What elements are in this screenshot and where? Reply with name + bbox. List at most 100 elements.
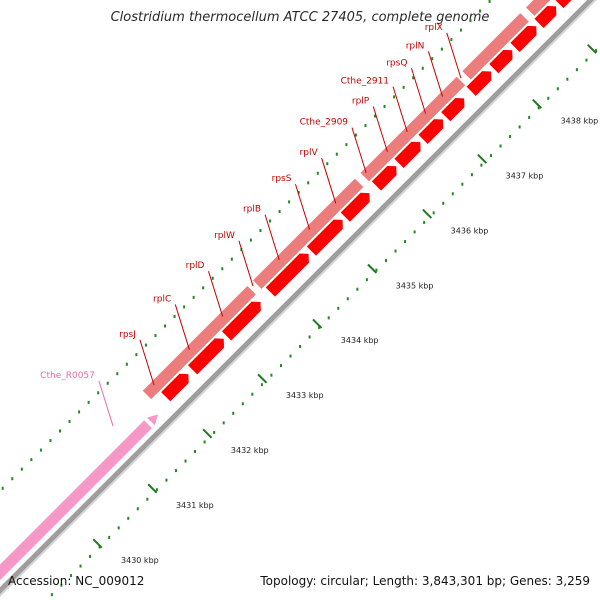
cds-feature-arrow[interactable] (306, 219, 343, 256)
scale-tick-label: 3434 kbp (341, 336, 379, 345)
feature-label[interactable]: rplN (406, 41, 425, 51)
scale-tick (312, 318, 323, 329)
cds-highlight-band (142, 286, 256, 400)
cds-feature-arrow[interactable] (265, 253, 309, 297)
cds-feature-arrow[interactable] (418, 119, 444, 144)
density-dot (127, 516, 130, 520)
density-dot (222, 421, 225, 425)
density-dot (11, 477, 14, 481)
scale-tick-label: 3435 kbp (396, 281, 434, 290)
density-dot (383, 104, 386, 108)
density-dot (154, 334, 157, 338)
density-dot (173, 314, 176, 318)
density-dot (412, 76, 415, 80)
feature-leader-line (321, 157, 337, 204)
feature-label[interactable]: rplD (186, 261, 205, 271)
density-dot (375, 268, 378, 272)
density-dot (39, 448, 42, 452)
cds-feature-arrow[interactable] (161, 373, 189, 402)
density-dot (394, 249, 397, 253)
cds-feature-arrow[interactable] (534, 6, 557, 28)
feature-label[interactable]: rpsQ (386, 58, 407, 68)
density-dot (374, 114, 377, 118)
density-dot (221, 267, 224, 271)
density-dot (469, 19, 472, 23)
feature-leader-line (139, 339, 155, 386)
density-dot (488, 0, 491, 3)
density-dot (518, 125, 521, 129)
density-dot (30, 458, 33, 462)
cds-feature-arrow[interactable] (371, 165, 397, 191)
density-dot (537, 106, 540, 110)
density-dot (279, 364, 282, 368)
scale-tick-label: 3433 kbp (286, 391, 324, 400)
scale-tick (422, 208, 433, 219)
density-dot (108, 535, 111, 539)
feature-label[interactable]: Cthe_2911 (341, 77, 389, 87)
cds-highlight-band (525, 0, 551, 16)
density-dot (98, 545, 101, 549)
feature-leader-line (238, 240, 254, 287)
feature-label[interactable]: rplC (153, 294, 171, 304)
feature-label[interactable]: rplB (243, 205, 261, 215)
accession-text: Accession: NC_009012 (8, 574, 145, 588)
density-dot (203, 440, 206, 444)
feature-label[interactable]: rpsS (272, 174, 292, 184)
feature-label[interactable]: rpsJ (119, 330, 136, 340)
feature-label[interactable]: Cthe_R0057 (40, 371, 95, 381)
density-dot (345, 143, 348, 147)
feature-leader-line (208, 271, 224, 317)
density-dot (117, 526, 120, 530)
feature-leader-line (294, 184, 311, 230)
density-dot (20, 467, 23, 471)
cds-feature-arrow[interactable] (466, 71, 492, 96)
density-dot (393, 95, 396, 99)
feature-label[interactable]: rplP (352, 96, 370, 106)
density-dot (566, 77, 569, 81)
feature-label[interactable]: rplX (425, 23, 443, 33)
cds-feature-arrow[interactable] (340, 192, 370, 222)
scale-tick-label: 3432 kbp (231, 446, 269, 455)
scale-tick-label: 3438 kbp (561, 116, 599, 125)
cds-feature-arrow[interactable] (489, 49, 513, 74)
density-dot (97, 391, 100, 395)
density-dot (174, 469, 177, 473)
rna-feature-arrow[interactable] (0, 420, 152, 600)
feature-label[interactable]: Cthe_2909 (300, 118, 349, 128)
density-dot (431, 57, 434, 61)
density-dot (68, 419, 71, 423)
density-dot (211, 276, 214, 280)
density-dot (165, 478, 168, 482)
scale-tick (257, 373, 268, 384)
cds-feature-arrow[interactable] (441, 97, 465, 122)
feature-leader-line (427, 51, 444, 97)
cds-feature-arrow[interactable] (394, 141, 421, 168)
cds-feature-arrow[interactable] (510, 25, 537, 52)
density-dot (146, 497, 149, 501)
density-dot (194, 450, 197, 454)
density-dot (442, 201, 445, 205)
cds-feature-arrow[interactable] (554, 0, 579, 9)
scale-tick-label: 3437 kbp (506, 171, 544, 180)
density-dot (278, 209, 281, 213)
cds-feature-arrow[interactable] (187, 338, 225, 375)
density-dot (480, 163, 483, 167)
scale-tick-label: 3430 kbp (121, 556, 159, 565)
density-dot (1, 486, 4, 490)
scale-tick (532, 98, 542, 109)
scale-tick-label: 3431 kbp (176, 501, 214, 510)
density-dot (384, 259, 387, 263)
feature-label[interactable]: rplV (300, 148, 319, 158)
density-dot (297, 190, 300, 194)
cds-highlight-band (360, 76, 466, 182)
density-dot (547, 96, 550, 100)
density-dot (270, 373, 273, 377)
feature-label[interactable]: rplW (214, 231, 235, 241)
density-dot (337, 306, 340, 310)
scale-tick (587, 44, 597, 54)
density-dot (116, 372, 119, 376)
cds-feature-arrow[interactable] (221, 301, 261, 341)
